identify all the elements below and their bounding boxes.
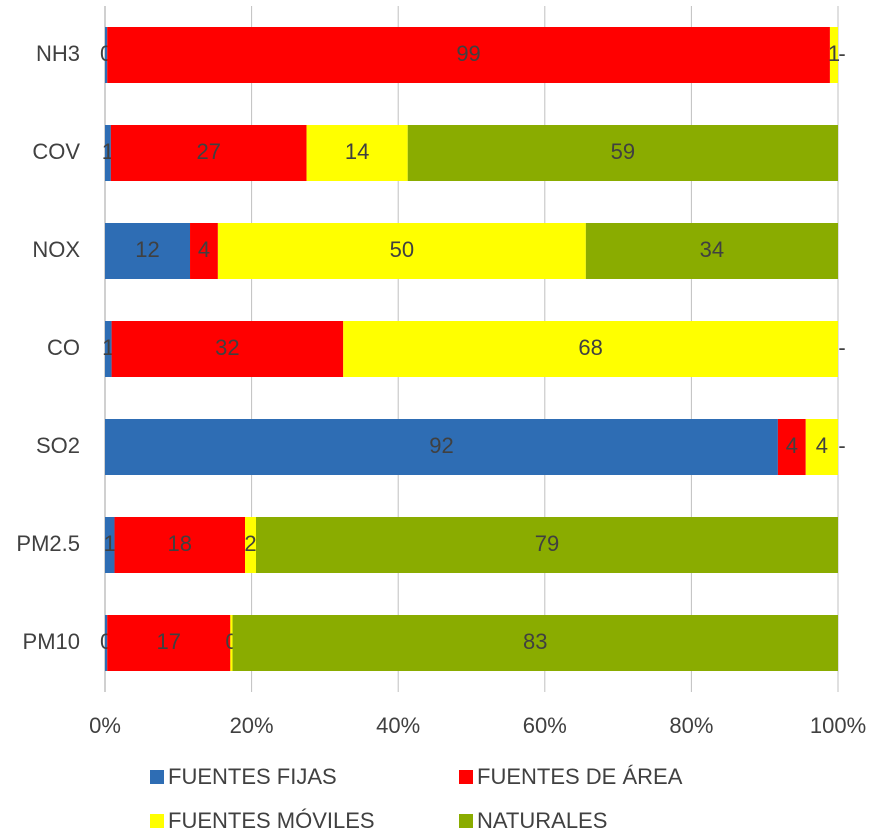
x-tick-label: 0% <box>89 713 121 738</box>
data-label: 32 <box>215 335 239 360</box>
data-label: 1 <box>102 335 114 360</box>
data-label: 79 <box>535 531 559 556</box>
bar-segment <box>306 125 408 181</box>
bar-segment <box>105 223 191 279</box>
bar-segment <box>111 321 344 377</box>
legend-swatch <box>150 770 164 784</box>
data-label: 68 <box>578 335 602 360</box>
data-label: 2 <box>244 531 256 556</box>
bar-segment <box>114 517 246 573</box>
y-tick-label: NOX <box>32 237 80 262</box>
x-tick-label: 80% <box>669 713 713 738</box>
bar-segment <box>105 27 108 83</box>
data-label: 83 <box>523 629 547 654</box>
data-label: 1 <box>104 531 116 556</box>
bar-segment <box>107 27 830 83</box>
data-label: 18 <box>168 531 192 556</box>
data-label: 59 <box>611 139 635 164</box>
bar-segment <box>245 517 256 573</box>
legend-swatch <box>459 770 473 784</box>
data-label: 1 <box>828 41 840 66</box>
bar-segment <box>805 419 838 475</box>
y-tick-label: PM2.5 <box>16 531 80 556</box>
data-label: - <box>838 41 845 66</box>
legend-swatch <box>459 814 473 828</box>
bar-segment <box>230 615 233 671</box>
data-label: - <box>838 433 845 458</box>
data-label: 34 <box>700 237 724 262</box>
data-label: 92 <box>429 433 453 458</box>
bar-segment <box>232 615 839 671</box>
bar-segment <box>255 517 839 573</box>
legend-label: NATURALES <box>477 808 607 833</box>
data-label: 12 <box>135 237 159 262</box>
x-tick-label: 100% <box>810 713 866 738</box>
x-tick-label: 40% <box>376 713 420 738</box>
data-label: 4 <box>198 237 210 262</box>
data-label: 27 <box>196 139 220 164</box>
bar-segment <box>105 615 108 671</box>
bar-segment <box>105 321 112 377</box>
bar-segment <box>777 419 806 475</box>
legend-label: FUENTES MÓVILES <box>168 808 375 833</box>
y-tick-label: NH3 <box>36 41 80 66</box>
data-label: 4 <box>816 433 828 458</box>
bar-segment <box>105 419 778 475</box>
bar-segment <box>407 125 838 181</box>
x-tick-label: 60% <box>523 713 567 738</box>
bar-segment <box>105 125 111 181</box>
legend-swatch <box>150 814 164 828</box>
data-label: 14 <box>345 139 369 164</box>
y-tick-label: PM10 <box>23 629 80 654</box>
data-label: 17 <box>157 629 181 654</box>
bar-segment <box>190 223 218 279</box>
y-tick-label: COV <box>32 139 80 164</box>
y-tick-label: CO <box>47 335 80 360</box>
legend-label: FUENTES DE ÁREA <box>477 764 683 789</box>
data-label: 4 <box>786 433 798 458</box>
bar-segment <box>585 223 838 279</box>
bar-segment <box>107 615 231 671</box>
y-tick-label: SO2 <box>36 433 80 458</box>
bar-segment <box>217 223 586 279</box>
x-tick-label: 20% <box>230 713 274 738</box>
bar-segment <box>343 321 838 377</box>
data-label: 50 <box>390 237 414 262</box>
legend-label: FUENTES FIJAS <box>168 764 337 789</box>
bar-segment <box>829 27 838 83</box>
bar-segment <box>105 517 115 573</box>
data-label: 99 <box>456 41 480 66</box>
bar-segment <box>110 125 307 181</box>
data-label: - <box>838 335 845 360</box>
